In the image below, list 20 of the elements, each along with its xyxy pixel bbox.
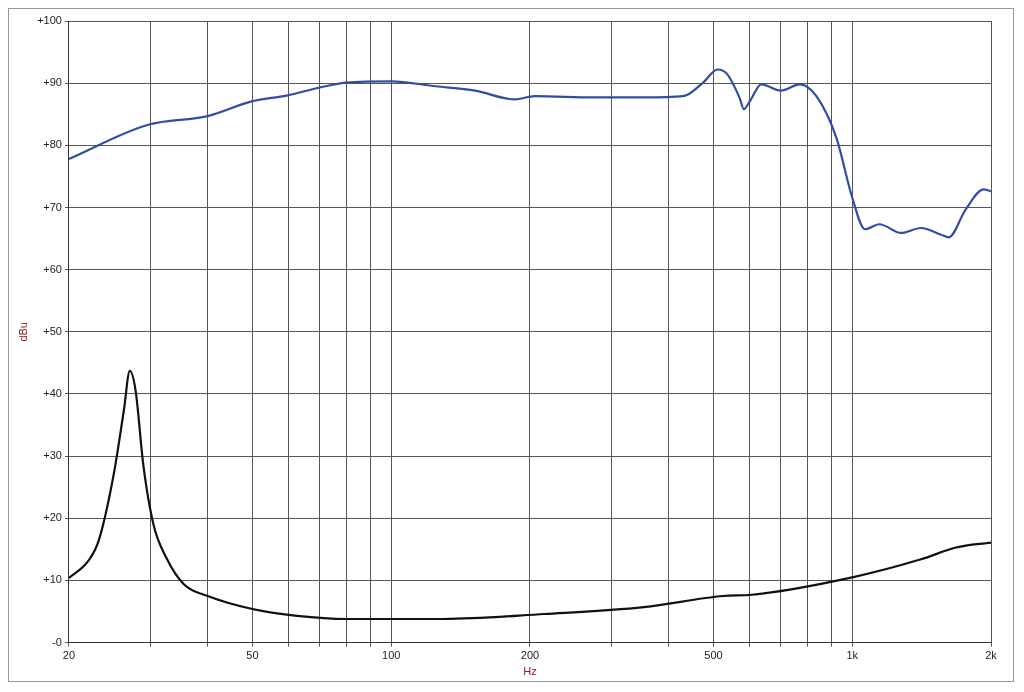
y-tick-label: +70 [43,200,62,213]
y-tick-label: +50 [43,324,62,337]
y-tick-label: +40 [43,386,62,399]
x-tick-label: 20 [62,649,76,662]
y-axis-title: dBu [16,322,29,342]
y-tick-label: +90 [43,76,62,89]
x-axis-title: Hz [523,665,537,678]
y-tick-label: +60 [43,262,62,275]
x-tick-label: 2k [985,649,998,662]
x-tick-label: 1k [846,649,859,662]
y-tick-label: +80 [43,138,62,151]
x-tick-label: 100 [382,649,401,662]
y-tick-label: -0 [52,635,62,648]
x-tick-label: 500 [704,649,723,662]
y-tick-label: +30 [43,449,62,462]
y-tick-label: +100 [37,14,62,27]
y-tick-label: +10 [43,573,62,586]
x-tick-label: 200 [520,649,540,662]
x-tick-label: 50 [246,649,259,662]
y-tick-label: +20 [43,511,62,524]
